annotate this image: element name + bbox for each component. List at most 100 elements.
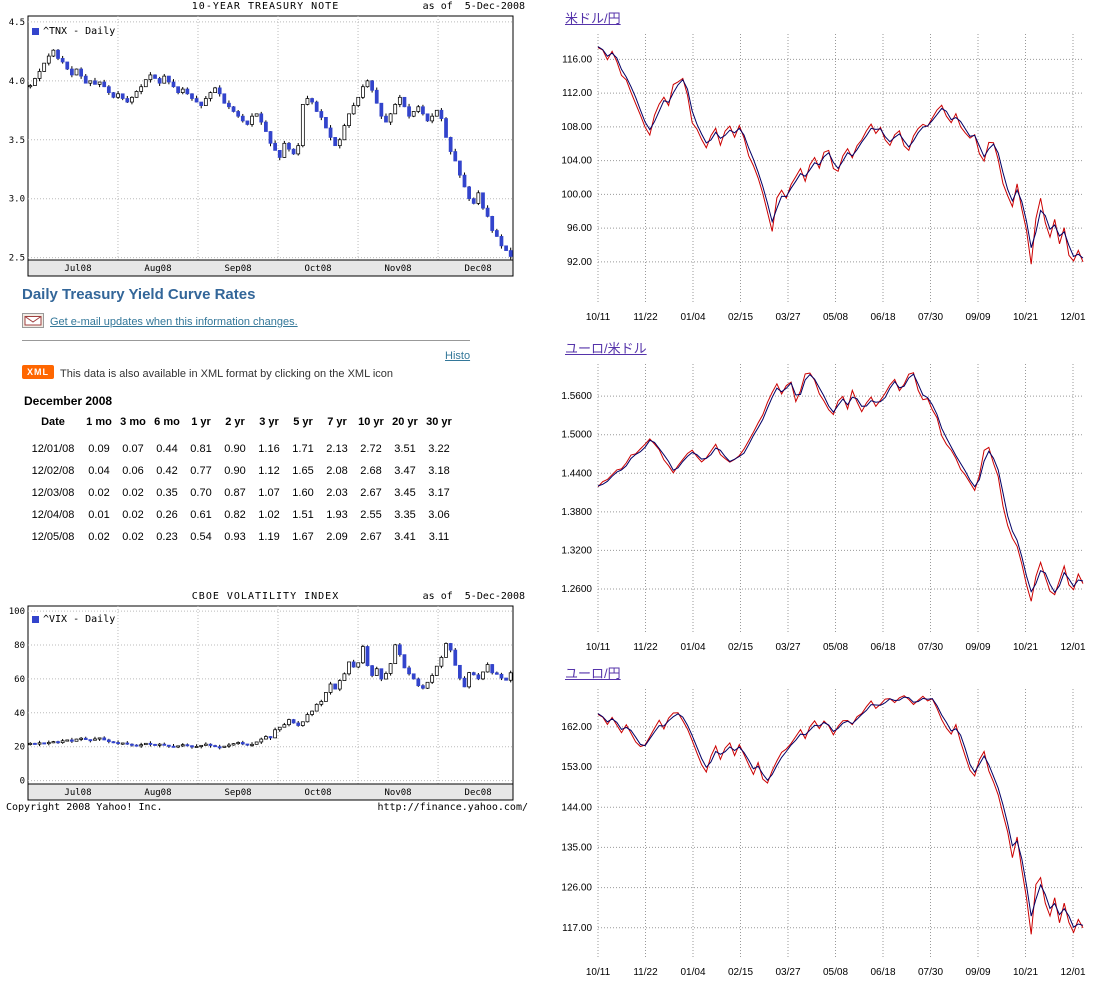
column-header: 30 yr bbox=[426, 416, 452, 428]
svg-text:Nov08: Nov08 bbox=[385, 788, 412, 798]
svg-text:01/04: 01/04 bbox=[680, 967, 705, 978]
period-label: December 2008 bbox=[24, 394, 113, 408]
svg-text:10/11: 10/11 bbox=[586, 967, 611, 978]
yahoo-footer: Copyright 2008 Yahoo! Inc. http://financ… bbox=[6, 802, 528, 813]
as-of-date: as of 5-Dec-2008 bbox=[422, 591, 525, 602]
svg-text:144.00: 144.00 bbox=[561, 802, 592, 813]
tnx-candlestick-plot: 4.5 4.0 3.5 3.0 2.5 Jul08 Aug08 Sep08 Oct08 Nov08… bbox=[9, 15, 514, 277]
date-cell: 12/01/08 bbox=[31, 443, 75, 455]
rate-cell: 2.67 bbox=[360, 487, 382, 499]
svg-text:06/18: 06/18 bbox=[870, 312, 895, 323]
column-header: 5 yr bbox=[293, 416, 313, 428]
column-header: 1 mo bbox=[86, 416, 112, 428]
chart-title: CBOE VOLATILITY INDEX bbox=[191, 591, 340, 602]
rate-cell: 3.35 bbox=[394, 509, 416, 521]
column-header: Date bbox=[41, 416, 65, 428]
svg-text:09/09: 09/09 bbox=[965, 312, 990, 323]
rate-cell: 1.71 bbox=[292, 443, 314, 455]
usdjpy-chart-link[interactable]: 米ドル/円 bbox=[565, 11, 621, 26]
rate-cell: 0.44 bbox=[156, 443, 178, 455]
svg-text:40: 40 bbox=[14, 709, 25, 719]
table-row: 12/04/08 0.01 0.02 0.26 0.61 0.82 1.02 1.51 1.93… bbox=[24, 504, 456, 526]
rate-cell: 3.51 bbox=[394, 443, 416, 455]
svg-text:06/18: 06/18 bbox=[870, 967, 895, 978]
copyright-text: Copyright 2008 Yahoo! Inc. bbox=[6, 802, 163, 813]
svg-text:1.5600: 1.5600 bbox=[561, 391, 592, 402]
rate-cell: 0.01 bbox=[88, 509, 110, 521]
svg-text:01/04: 01/04 bbox=[680, 312, 705, 323]
svg-text:01/04: 01/04 bbox=[680, 642, 705, 653]
svg-text:05/08: 05/08 bbox=[823, 967, 848, 978]
svg-text:02/15: 02/15 bbox=[728, 312, 753, 323]
histo-link[interactable]: Histo bbox=[445, 350, 471, 362]
svg-text:Oct08: Oct08 bbox=[304, 788, 331, 798]
rate-cell: 3.11 bbox=[428, 531, 450, 543]
svg-text:Jul08: Jul08 bbox=[64, 788, 91, 798]
rate-cell: 0.61 bbox=[190, 509, 212, 521]
svg-text:03/27: 03/27 bbox=[775, 967, 800, 978]
svg-text:Oct08: Oct08 bbox=[304, 264, 331, 274]
rate-cell: 0.02 bbox=[88, 487, 110, 499]
column-header: 3 yr bbox=[259, 416, 279, 428]
svg-text:05/08: 05/08 bbox=[823, 642, 848, 653]
rate-cell: 0.77 bbox=[190, 465, 212, 477]
legend-label: ^VIX - Daily bbox=[43, 614, 116, 625]
svg-text:09/09: 09/09 bbox=[965, 967, 990, 978]
svg-text:10/21: 10/21 bbox=[1013, 312, 1038, 323]
legend-label: ^TNX - Daily bbox=[43, 26, 116, 37]
rate-cell: 3.22 bbox=[428, 443, 450, 455]
vix-chart: CBOE VOLATILITY INDEX as of 5-Dec-2008 1… bbox=[2, 590, 529, 802]
svg-text:2.5: 2.5 bbox=[9, 254, 25, 264]
svg-text:126.00: 126.00 bbox=[561, 883, 592, 894]
svg-text:96.00: 96.00 bbox=[567, 223, 592, 234]
eurjpy-chart-link[interactable]: ユーロ/円 bbox=[565, 666, 621, 681]
rate-cell: 0.90 bbox=[224, 465, 246, 477]
rate-cell: 2.68 bbox=[360, 465, 382, 477]
rate-cell: 1.60 bbox=[292, 487, 314, 499]
svg-text:09/09: 09/09 bbox=[965, 642, 990, 653]
svg-text:4.5: 4.5 bbox=[9, 18, 25, 28]
rate-cell: 2.09 bbox=[326, 531, 348, 543]
column-header: 7 yr bbox=[327, 416, 347, 428]
svg-text:10/11: 10/11 bbox=[586, 312, 611, 323]
rate-cell: 0.87 bbox=[224, 487, 246, 499]
svg-text:05/08: 05/08 bbox=[823, 312, 848, 323]
svg-text:Sep08: Sep08 bbox=[224, 788, 251, 798]
rate-cell: 1.02 bbox=[258, 509, 280, 521]
rate-cell: 0.26 bbox=[156, 509, 178, 521]
svg-text:1.2600: 1.2600 bbox=[561, 584, 592, 595]
rate-cell: 3.41 bbox=[394, 531, 416, 543]
rate-cell: 0.35 bbox=[156, 487, 178, 499]
rate-cell: 3.17 bbox=[428, 487, 450, 499]
column-header: 20 yr bbox=[392, 416, 418, 428]
svg-text:116.00: 116.00 bbox=[562, 54, 592, 65]
eurusd-chart-link[interactable]: ユーロ/米ドル bbox=[565, 341, 647, 356]
svg-text:112.00: 112.00 bbox=[562, 88, 592, 99]
xml-icon[interactable]: XML bbox=[22, 365, 54, 379]
svg-text:10/21: 10/21 bbox=[1013, 967, 1038, 978]
yahoo-url: http://finance.yahoo.com/ bbox=[377, 802, 528, 813]
legend-swatch-icon bbox=[32, 616, 39, 623]
svg-text:3.5: 3.5 bbox=[9, 136, 25, 146]
rate-cell: 3.45 bbox=[394, 487, 416, 499]
svg-text:Dec08: Dec08 bbox=[465, 788, 492, 798]
svg-text:135.00: 135.00 bbox=[561, 842, 592, 853]
email-icon[interactable] bbox=[22, 313, 44, 333]
vix-candlestick-plot: 100 80 60 40 20 0 Jul08 Aug08 Sep08 Oct08 Nov08 Dec… bbox=[9, 605, 514, 801]
svg-text:Jul08: Jul08 bbox=[64, 264, 91, 274]
column-header: 1 yr bbox=[191, 416, 211, 428]
date-cell: 12/03/08 bbox=[31, 487, 75, 499]
svg-text:02/15: 02/15 bbox=[728, 967, 753, 978]
email-updates-link[interactable]: Get e-mail updates when this information… bbox=[50, 316, 298, 328]
svg-text:03/27: 03/27 bbox=[775, 642, 800, 653]
rate-cell: 0.02 bbox=[88, 531, 110, 543]
rate-cell: 0.82 bbox=[224, 509, 246, 521]
svg-text:07/30: 07/30 bbox=[918, 967, 943, 978]
rate-cell: 0.93 bbox=[224, 531, 246, 543]
svg-text:Sep08: Sep08 bbox=[224, 264, 251, 274]
svg-text:11/22: 11/22 bbox=[633, 642, 658, 653]
rate-cell: 0.23 bbox=[156, 531, 178, 543]
svg-text:11/22: 11/22 bbox=[633, 967, 658, 978]
rate-cell: 3.18 bbox=[428, 465, 450, 477]
rate-cell: 0.81 bbox=[190, 443, 212, 455]
